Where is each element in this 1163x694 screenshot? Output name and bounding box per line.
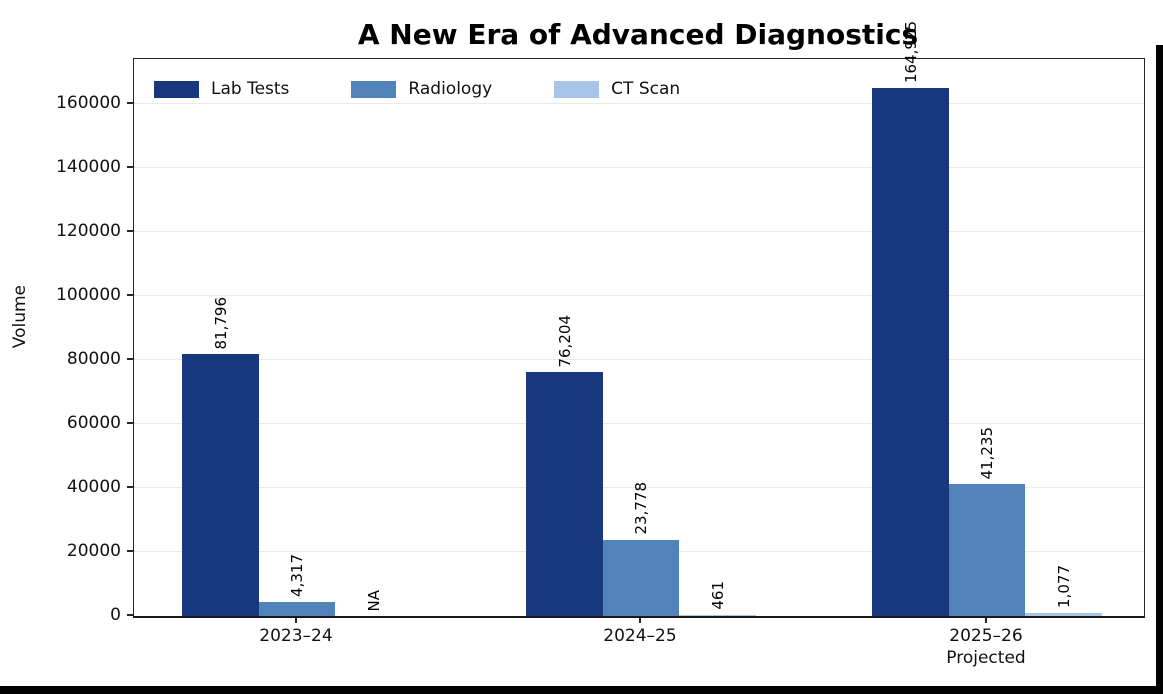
- chart-title: A New Era of Advanced Diagnostics: [357, 18, 919, 51]
- y-tick-label-140000: 140000: [56, 156, 121, 177]
- legend-swatch-0: [154, 80, 199, 98]
- y-tick-mark-40000: [127, 486, 133, 488]
- x-tick-mark-2: [985, 617, 987, 623]
- bar-value-label-lab-tests-0: 81,796: [211, 296, 230, 350]
- legend-swatch-2: [554, 80, 600, 98]
- legend-entry-ct-scan: CT Scan: [554, 79, 680, 99]
- gridline-140000: [134, 167, 1144, 169]
- legend-entry-lab-tests: Lab Tests: [154, 79, 289, 99]
- y-tick-mark-160000: [127, 102, 133, 104]
- bar-radiology-1: [602, 539, 680, 616]
- window-edge-bottom: [0, 686, 1163, 694]
- y-tick-mark-60000: [127, 422, 133, 424]
- gridline-160000: [134, 103, 1144, 105]
- bar-value-label-radiology-2: 41,235: [978, 426, 996, 480]
- gridline-40000: [134, 487, 1144, 489]
- x-tick-label-0: 2023–24: [259, 626, 333, 646]
- legend-label-1: Radiology: [408, 79, 493, 99]
- y-tick-label-60000: 60000: [66, 412, 121, 433]
- y-tick-mark-80000: [127, 358, 133, 360]
- y-tick-mark-140000: [127, 166, 133, 168]
- gridline-120000: [134, 231, 1144, 233]
- bar-value-label-ct-scan-1: 461: [708, 580, 727, 610]
- y-tick-mark-0: [127, 614, 133, 616]
- y-tick-label-120000: 120000: [56, 220, 121, 241]
- plot-area: Lab Tests Radiology CT Scan 81,796 76,204…: [133, 21, 1145, 618]
- y-tick-mark-100000: [127, 294, 133, 296]
- y-tick-label-40000: 40000: [66, 476, 121, 497]
- bar-ct-scan-2: [1025, 612, 1102, 616]
- bar-value-label-radiology-0: 4,317: [288, 554, 306, 598]
- y-tick-label-0: 0: [110, 605, 121, 625]
- gridline-100000: [134, 295, 1144, 297]
- legend-label-0: Lab Tests: [211, 79, 290, 99]
- x-tick-mark-0: [295, 617, 297, 623]
- bar-lab-tests-2: [872, 88, 949, 616]
- y-tick-mark-120000: [127, 230, 133, 232]
- x-tick-label-1: 2024–25: [603, 626, 677, 646]
- legend-swatch-1: [351, 80, 397, 98]
- x-tick-mark-1: [639, 617, 641, 623]
- legend-entry-radiology: Radiology: [351, 79, 492, 99]
- y-tick-label-160000: 160000: [56, 92, 121, 113]
- gridline-60000: [134, 423, 1144, 425]
- window-edge-right: [1156, 45, 1163, 694]
- bar-value-label-ct-scan-2: 1,077: [1054, 564, 1073, 608]
- bar-lab-tests-1: [526, 372, 603, 616]
- legend-label-2: CT Scan: [611, 79, 681, 99]
- bar-value-label-lab-tests-2: 164,925: [901, 21, 920, 84]
- bar-value-label-lab-tests-1: 76,204: [555, 314, 574, 368]
- x-tick-label-2: 2025–26 Projected: [946, 626, 1026, 668]
- y-tick-label-20000: 20000: [66, 540, 121, 561]
- bar-value-label-radiology-1: 23,778: [632, 482, 650, 535]
- gridline-80000: [134, 359, 1144, 361]
- y-tick-label-80000: 80000: [66, 348, 121, 369]
- y-tick-label-100000: 100000: [56, 284, 121, 305]
- bar-radiology-0: [258, 602, 336, 616]
- bar-value-label-ct-scan-0: NA: [364, 589, 383, 611]
- y-tick-mark-20000: [127, 550, 133, 552]
- bar-ct-scan-1: [679, 614, 756, 616]
- legend: Lab Tests Radiology CT Scan: [154, 79, 742, 99]
- bar-lab-tests-0: [182, 354, 259, 616]
- bar-radiology-2: [948, 484, 1026, 616]
